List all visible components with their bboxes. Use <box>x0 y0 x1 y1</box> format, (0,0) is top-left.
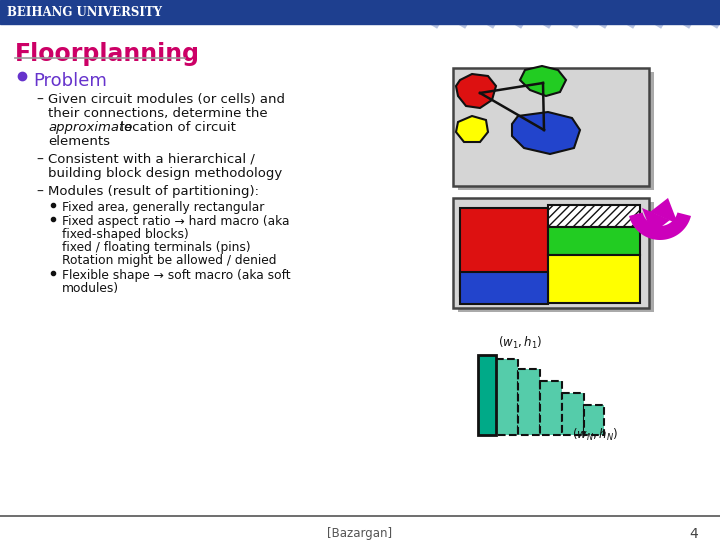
Bar <box>453 198 649 308</box>
Polygon shape <box>629 212 691 240</box>
Bar <box>453 68 649 186</box>
Bar <box>562 393 584 435</box>
Text: approximate: approximate <box>48 121 132 134</box>
Text: BEIHANG UNIVERSITY: BEIHANG UNIVERSITY <box>7 5 162 18</box>
Text: fixed / floating terminals (pins): fixed / floating terminals (pins) <box>62 241 251 254</box>
Text: Consistent with a hierarchical /: Consistent with a hierarchical / <box>48 153 255 166</box>
Text: Fixed aspect ratio → hard macro (aka: Fixed aspect ratio → hard macro (aka <box>62 215 289 228</box>
Text: Floorplanning: Floorplanning <box>15 42 200 66</box>
Text: building block design methodology: building block design methodology <box>48 167 282 180</box>
Text: –: – <box>36 93 43 107</box>
Text: their connections, determine the: their connections, determine the <box>48 107 268 120</box>
Text: modules): modules) <box>62 282 119 295</box>
Text: $(w_N,h_N)$: $(w_N,h_N)$ <box>572 427 618 443</box>
Bar <box>460 208 548 296</box>
Bar <box>458 202 654 312</box>
Polygon shape <box>456 116 488 142</box>
Polygon shape <box>650 198 678 224</box>
Text: Modules (result of partitioning):: Modules (result of partitioning): <box>48 185 259 198</box>
Text: Rotation might be allowed / denied: Rotation might be allowed / denied <box>62 254 276 267</box>
Bar <box>0 0 720 24</box>
Text: –: – <box>36 185 43 199</box>
Polygon shape <box>456 74 496 108</box>
Polygon shape <box>520 66 566 96</box>
Bar <box>460 272 548 304</box>
Text: 4: 4 <box>689 527 698 540</box>
Polygon shape <box>642 208 670 234</box>
Text: $(w_1,h_1)$: $(w_1,h_1)$ <box>498 335 542 351</box>
Bar <box>540 381 562 435</box>
Bar <box>548 205 640 227</box>
Bar <box>478 355 496 435</box>
Text: Flexible shape → soft macro (aka soft: Flexible shape → soft macro (aka soft <box>62 269 291 282</box>
Text: location of circuit: location of circuit <box>116 121 236 134</box>
Bar <box>458 72 654 190</box>
Text: elements: elements <box>48 135 110 148</box>
Text: Given circuit modules (or cells) and: Given circuit modules (or cells) and <box>48 93 285 106</box>
Bar <box>548 255 640 303</box>
Bar <box>584 405 604 435</box>
Polygon shape <box>512 112 580 154</box>
Text: Problem: Problem <box>33 72 107 90</box>
Bar <box>518 369 540 435</box>
Text: Fixed area, generally rectangular: Fixed area, generally rectangular <box>62 201 264 214</box>
Text: [Bazargan]: [Bazargan] <box>328 527 392 540</box>
Bar <box>496 359 518 435</box>
Text: –: – <box>36 153 43 167</box>
Bar <box>548 227 640 255</box>
Text: fixed-shaped blocks): fixed-shaped blocks) <box>62 228 189 241</box>
